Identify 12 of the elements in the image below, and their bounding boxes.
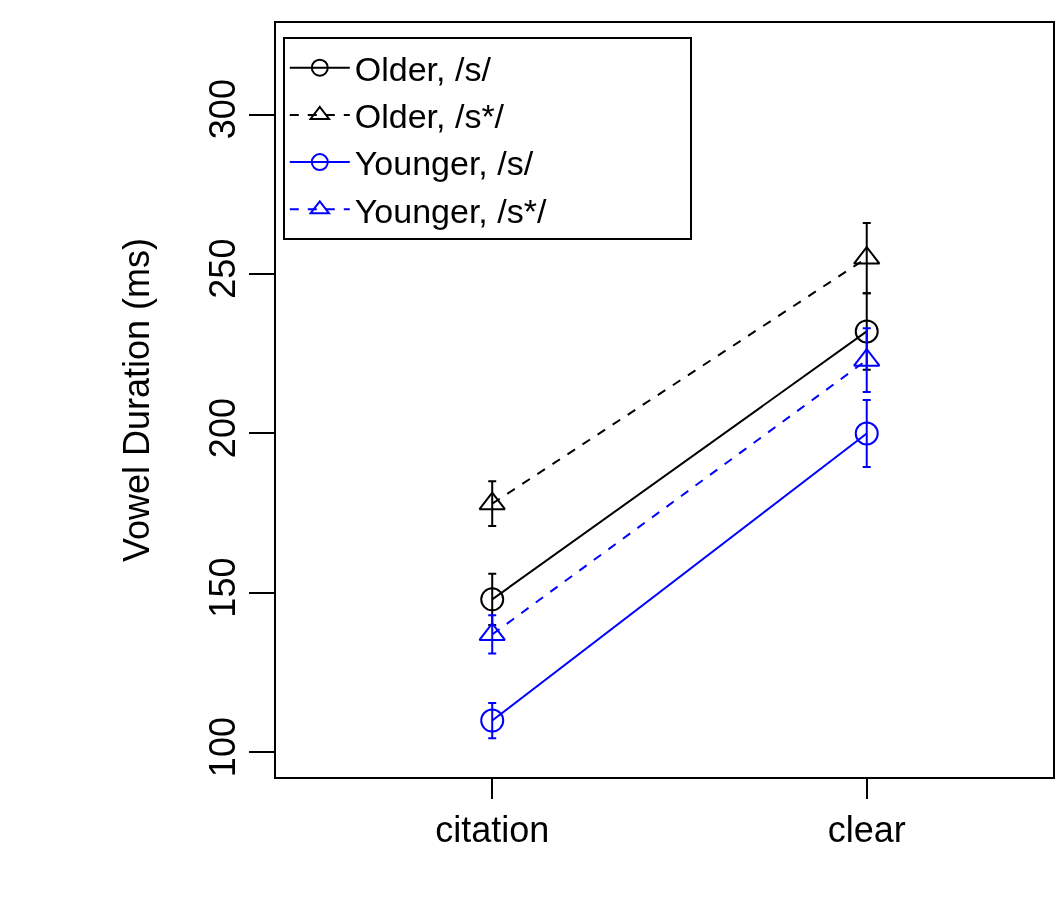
y-tick-label: 100	[201, 717, 243, 778]
x-tick-label: clear	[827, 809, 906, 851]
y-tick-label: 250	[201, 238, 243, 299]
x-tick-label: citation	[435, 809, 550, 851]
y-tick-label: 150	[201, 557, 243, 618]
y-tick-label: 200	[201, 398, 243, 459]
legend-label: Older, /s*/	[354, 97, 505, 136]
legend-label: Younger, /s*/	[354, 191, 547, 230]
legend-label: Older, /s/	[354, 49, 492, 88]
legend-label: Younger, /s/	[354, 144, 534, 183]
y-axis-title: Vowel Duration (ms)	[116, 237, 158, 563]
y-tick-label: 300	[201, 79, 243, 140]
